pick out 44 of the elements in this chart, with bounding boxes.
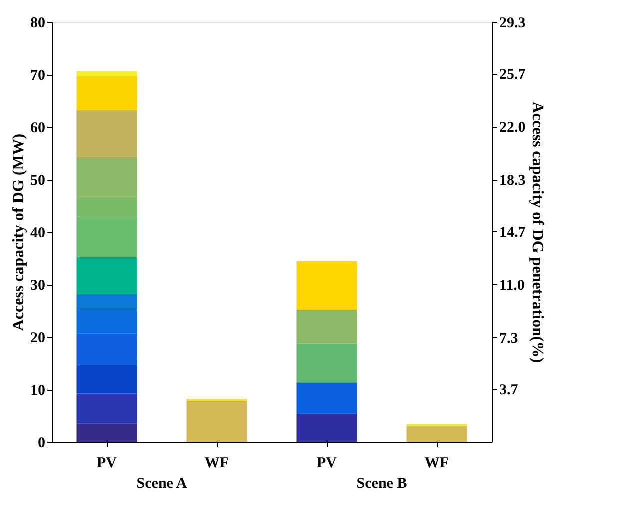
bar <box>76 157 138 198</box>
bar <box>296 382 358 414</box>
bar <box>296 261 358 310</box>
bar <box>76 197 138 218</box>
y-tick-label: 30 <box>30 278 46 294</box>
y-axis-title: Access capacity of DG (MW) <box>10 134 28 332</box>
bar <box>186 398 248 402</box>
y-tick-label: 50 <box>30 173 46 189</box>
y-tick-label: 20 <box>30 330 46 346</box>
y-tick-label: 40 <box>30 226 46 242</box>
y-tick-label: 0 <box>38 436 46 452</box>
bar <box>76 71 138 76</box>
bar <box>186 401 248 442</box>
y2-tick-label: 11.0 <box>500 278 525 294</box>
x-tick-label: PV <box>97 456 118 472</box>
bar <box>76 257 138 294</box>
y2-tick-label: 7.3 <box>500 330 518 347</box>
y2-tick-label: 25.7 <box>500 67 526 84</box>
y2-tick-label: 18.3 <box>500 173 526 190</box>
y2-tick-label: 14.7 <box>500 224 526 241</box>
text: Scene A <box>136 476 188 492</box>
bar <box>76 76 138 110</box>
bar <box>76 365 138 394</box>
x-tick-label: WF <box>424 456 450 472</box>
bar <box>76 334 138 366</box>
bar <box>296 414 358 442</box>
y2-axis-title: Access capacity of DG penetration(%) <box>528 102 546 364</box>
y2-tick-label: 22.0 <box>500 120 526 136</box>
bar <box>296 344 358 383</box>
x-tick-label: WF <box>204 456 230 472</box>
y-tick-label: 70 <box>30 68 46 84</box>
bar <box>76 394 138 424</box>
y-tick-label: 80 <box>30 16 46 32</box>
y-tick-label: 60 <box>30 120 46 136</box>
bar <box>76 110 138 158</box>
text: Scene B <box>356 476 408 492</box>
bar <box>296 310 358 344</box>
bar <box>76 424 138 442</box>
y2-tick-label: 3.7 <box>500 382 519 398</box>
bar <box>406 426 468 442</box>
x-tick-label: PV <box>317 456 338 472</box>
y-tick-label: 10 <box>30 383 46 399</box>
y2-tick-label: 29.3 <box>500 16 526 32</box>
bar <box>76 217 138 258</box>
